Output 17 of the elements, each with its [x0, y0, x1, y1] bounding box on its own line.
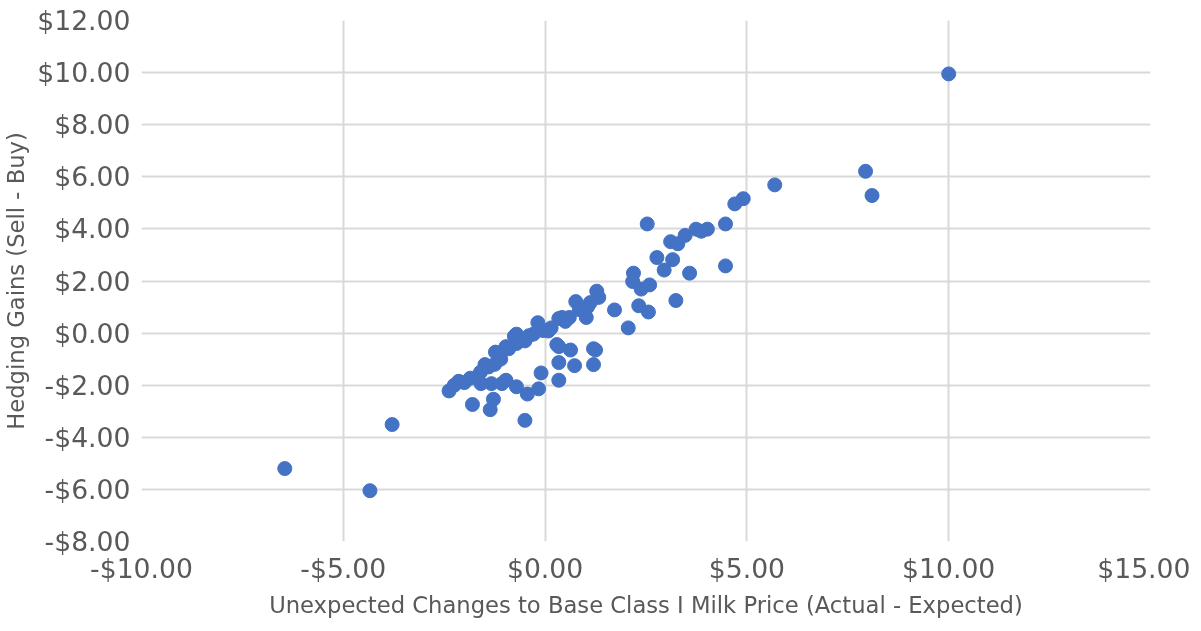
y-axis-title: Hedging Gains (Sell - Buy) [3, 132, 30, 430]
y-tick-label: $4.00 [54, 213, 131, 245]
x-tick-label: $10.00 [902, 552, 996, 584]
y-tick-label: -$2.00 [44, 369, 131, 401]
y-tick-label: -$6.00 [44, 473, 131, 505]
x-tick-label: $15.00 [1097, 552, 1191, 584]
y-tick-label: $10.00 [37, 57, 131, 89]
x-axis-title: Unexpected Changes to Base Class I Milk Price (Actual - Expected) [269, 591, 1023, 618]
y-tick-label: $6.00 [54, 161, 131, 193]
x-tick-label: $0.00 [506, 552, 584, 584]
y-tick-label: $2.00 [54, 265, 131, 297]
y-tick-label: $12.00 [37, 5, 131, 36]
x-tick-label: -$5.00 [300, 552, 387, 584]
x-tick-label: $5.00 [708, 552, 786, 584]
y-tick-label: $8.00 [54, 109, 131, 141]
y-tick-label: -$4.00 [44, 421, 131, 453]
y-tick-label: $0.00 [54, 317, 131, 349]
